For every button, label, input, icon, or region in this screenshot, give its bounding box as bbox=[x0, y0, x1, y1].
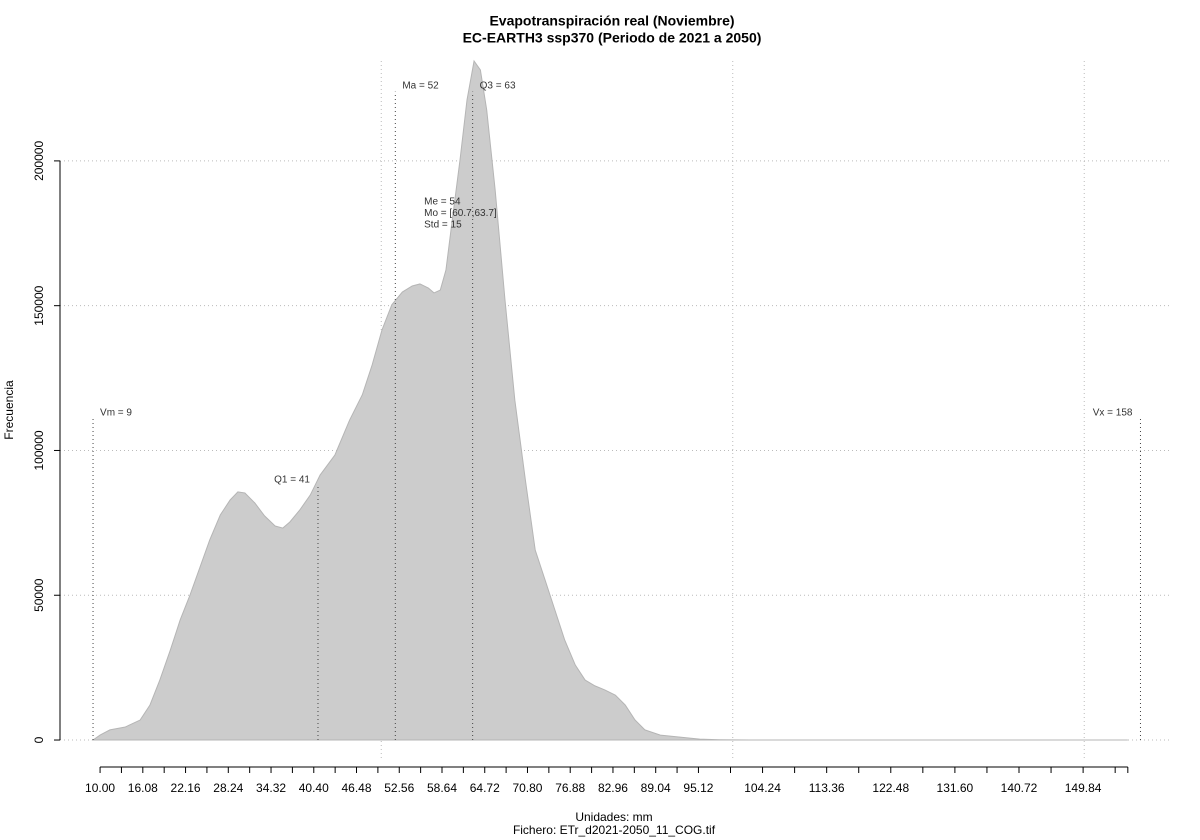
marker-label: Vx = 158 bbox=[1093, 407, 1133, 418]
x-tick-label: 46.48 bbox=[341, 781, 371, 795]
y-tick-label: 50000 bbox=[32, 578, 46, 612]
x-tick-label: 113.36 bbox=[809, 781, 845, 795]
x-tick-label: 70.80 bbox=[512, 781, 542, 795]
y-tick-label: 200000 bbox=[32, 141, 46, 181]
marker-label: Ma = 52 bbox=[402, 80, 439, 91]
x-axis-label: Unidades: mm bbox=[575, 810, 652, 824]
x-tick-label: 22.16 bbox=[171, 781, 201, 795]
x-tick-label: 76.88 bbox=[555, 781, 585, 795]
x-tick-label: 52.56 bbox=[384, 781, 414, 795]
x-tick-label: 131.60 bbox=[937, 781, 974, 795]
stat-label: Mo = [60.7,63.7] bbox=[424, 208, 497, 219]
x-tick-label: 34.32 bbox=[256, 781, 286, 795]
x-tick-label: 122.48 bbox=[872, 781, 909, 795]
x-tick-label: 10.00 bbox=[85, 781, 115, 795]
x-tick-label: 104.24 bbox=[744, 781, 781, 795]
density-area bbox=[91, 59, 1128, 741]
y-tick-label: 100000 bbox=[32, 430, 46, 470]
x-tick-label: 95.12 bbox=[683, 781, 713, 795]
x-tick-label: 40.40 bbox=[299, 781, 329, 795]
x-tick-label: 140.72 bbox=[1001, 781, 1038, 795]
marker-label: Q1 = 41 bbox=[274, 475, 310, 486]
caption: Fichero: ETr_d2021-2050_11_COG.tif bbox=[513, 823, 716, 837]
x-tick-label: 28.24 bbox=[213, 781, 243, 795]
marker-label: Q3 = 63 bbox=[480, 80, 516, 91]
x-tick-label: 64.72 bbox=[470, 781, 500, 795]
y-tick-label: 0 bbox=[32, 736, 46, 743]
y-axis-label: Frecuencia bbox=[2, 380, 16, 440]
stat-label: Std = 15 bbox=[424, 220, 462, 231]
chart-title: Evapotranspiración real (Noviembre) bbox=[489, 13, 734, 29]
x-tick-label: 82.96 bbox=[598, 781, 628, 795]
x-tick-label: 16.08 bbox=[128, 781, 158, 795]
y-tick-label: 150000 bbox=[32, 285, 46, 325]
stat-label: Me = 54 bbox=[424, 197, 461, 208]
marker-label: Vm = 9 bbox=[100, 407, 132, 418]
x-tick-label: 58.64 bbox=[427, 781, 457, 795]
x-tick-label: 149.84 bbox=[1065, 781, 1102, 795]
chart-subtitle: EC-EARTH3 ssp370 (Periodo de 2021 a 2050… bbox=[463, 30, 762, 46]
x-tick-label: 89.04 bbox=[641, 781, 671, 795]
